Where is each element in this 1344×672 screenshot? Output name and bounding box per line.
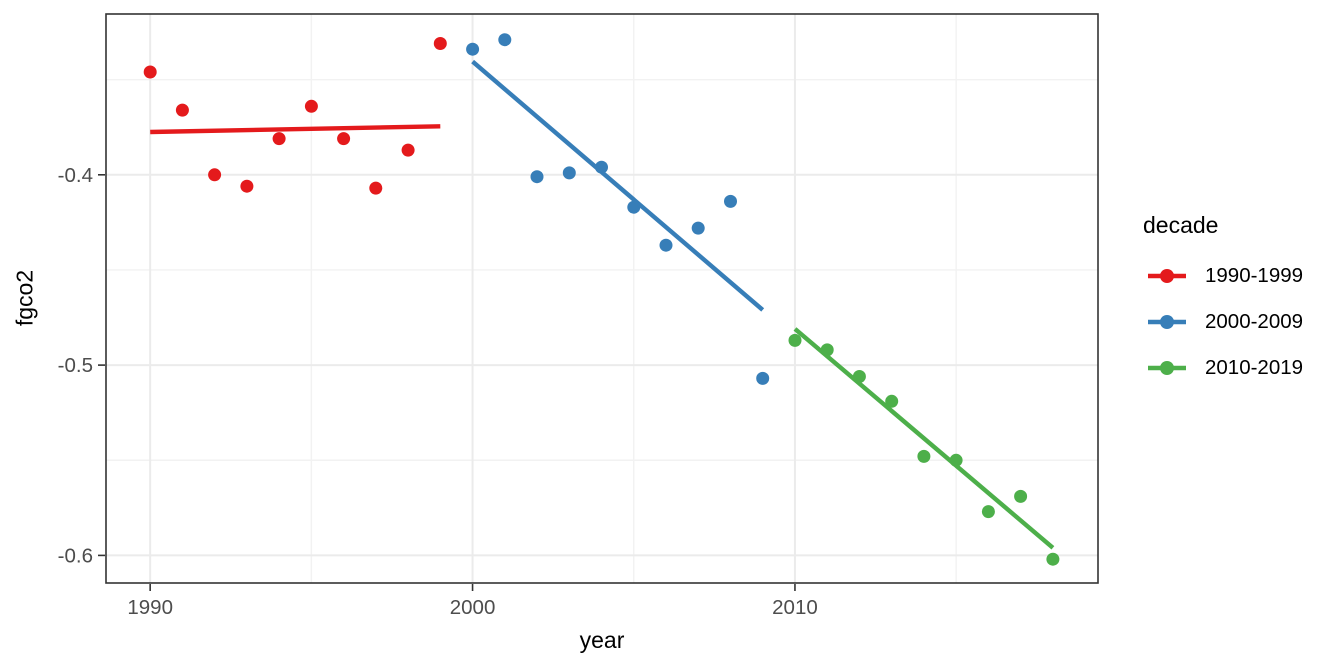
data-point-1990-1999 bbox=[175, 103, 189, 117]
data-point-2000-2009 bbox=[691, 221, 705, 235]
data-point-1990-1999 bbox=[304, 99, 318, 113]
data-point-2000-2009 bbox=[466, 42, 480, 56]
panel-background bbox=[106, 14, 1098, 583]
legend-entry-label: 1990-1999 bbox=[1205, 264, 1304, 287]
legend-key-icon bbox=[1148, 315, 1186, 329]
y-axis-title: fgco2 bbox=[11, 269, 38, 327]
legend-key-icon bbox=[1148, 269, 1186, 283]
data-point-2010-2019 bbox=[917, 449, 931, 463]
legend-entry-label: 2000-2009 bbox=[1205, 310, 1304, 333]
legend: decade 1990-1999 2000-2009 2010-2019 bbox=[1143, 208, 1343, 400]
data-point-1990-1999 bbox=[401, 143, 415, 157]
data-point-2000-2009 bbox=[530, 170, 544, 184]
x-tick-label: 2000 bbox=[450, 596, 496, 619]
x-tick-label: 2010 bbox=[772, 596, 818, 619]
data-point-2000-2009 bbox=[659, 238, 673, 252]
data-point-1990-1999 bbox=[143, 65, 157, 79]
trend-line-2000-2009 bbox=[471, 59, 765, 312]
legend-key-point bbox=[1160, 269, 1174, 283]
data-point-2010-2019 bbox=[788, 333, 802, 347]
legend-key-point bbox=[1160, 315, 1174, 329]
legend-entries: 1990-1999 2000-2009 2010-2019 bbox=[1143, 262, 1343, 382]
trend-line-2010-2019 bbox=[793, 327, 1055, 550]
data-point-2010-2019 bbox=[981, 505, 995, 519]
legend-entry-2000-2009: 2000-2009 bbox=[1143, 308, 1343, 336]
data-point-2010-2019 bbox=[1014, 489, 1028, 503]
legend-entry-1990-1999: 1990-1999 bbox=[1143, 262, 1343, 290]
trend-line-1990-1999 bbox=[150, 124, 441, 135]
data-point-1990-1999 bbox=[433, 37, 447, 50]
data-point-2010-2019 bbox=[1046, 552, 1060, 566]
legend-entry-2010-2019: 2010-2019 bbox=[1143, 354, 1343, 382]
legend-entry-label: 2010-2019 bbox=[1205, 356, 1304, 379]
data-point-1990-1999 bbox=[240, 179, 254, 193]
y-tick-label: -0.4 bbox=[58, 164, 93, 187]
data-point-2000-2009 bbox=[756, 371, 770, 385]
x-axis-title: year bbox=[579, 627, 625, 653]
x-tick-label: 1990 bbox=[127, 596, 173, 619]
legend-key-icon bbox=[1148, 361, 1186, 375]
data-point-1990-1999 bbox=[272, 132, 286, 146]
y-tick-label: -0.5 bbox=[58, 354, 93, 377]
legend-key-point bbox=[1160, 361, 1174, 375]
data-point-1990-1999 bbox=[337, 132, 351, 146]
data-point-2000-2009 bbox=[562, 166, 576, 180]
panel-border bbox=[105, 13, 1099, 584]
y-tick-label: -0.6 bbox=[58, 544, 93, 567]
data-point-1990-1999 bbox=[208, 168, 222, 182]
data-point-2000-2009 bbox=[724, 194, 737, 208]
data-point-2000-2009 bbox=[498, 33, 512, 47]
data-point-2010-2019 bbox=[885, 394, 899, 408]
legend-title: decade bbox=[1143, 212, 1219, 238]
data-point-1990-1999 bbox=[369, 181, 383, 195]
